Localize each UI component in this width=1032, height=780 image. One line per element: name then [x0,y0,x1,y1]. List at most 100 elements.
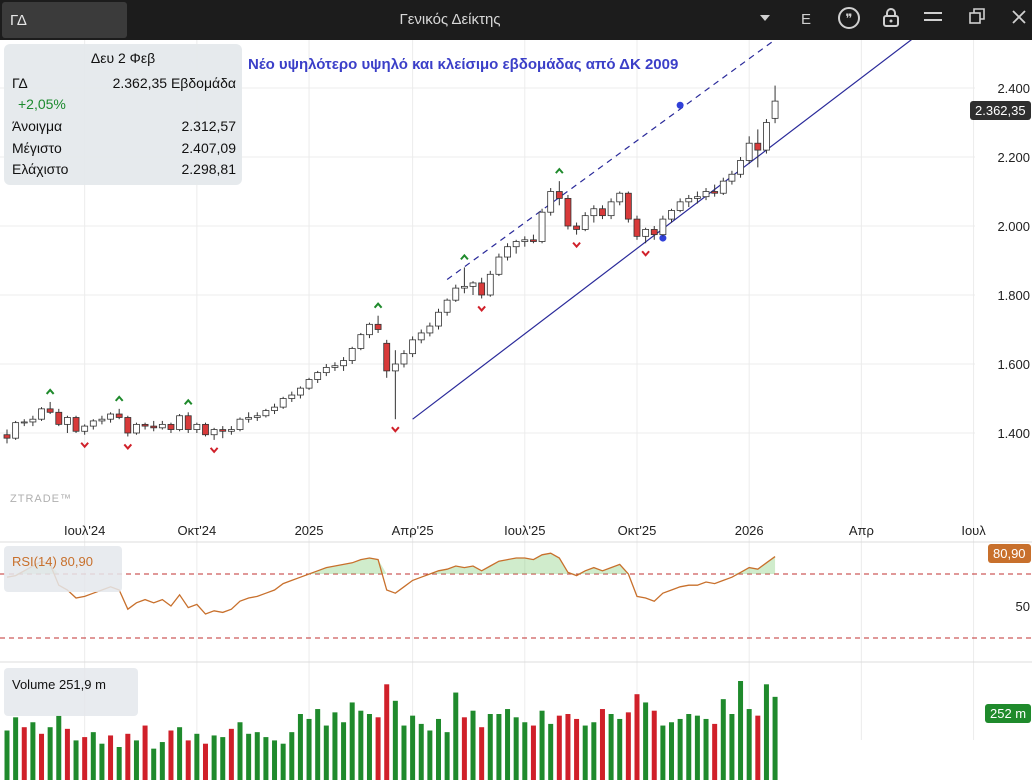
candle-body [400,353,408,365]
volume-bar [246,733,252,780]
volume-bar [712,723,718,780]
axis-labels: 1.400 1.600 1.800 2.000 2.200 2.400 Ιουλ'24 Οκτ… [64,81,1030,538]
rsi-tick-label: 50 [1016,599,1030,614]
volume-bar [90,732,96,780]
volume-bar [617,718,623,780]
volume-bar [746,709,752,780]
candle-body [357,334,365,349]
candle-body [443,299,451,313]
info-change: +2,05% [18,96,66,112]
info-open-label: Άνοιγμα [12,118,63,134]
info-low-label: Ελάχιστο [12,161,69,177]
svg-text:❞: ❞ [846,12,853,27]
candle-body [383,342,391,372]
candle-body [486,273,494,296]
volume-bar [772,696,778,780]
fractal-down-marker [391,426,400,433]
trend-lines [412,40,912,420]
lock-icon[interactable] [876,6,906,34]
symbol-input[interactable]: ΓΔ [2,2,127,38]
index-title: Γενικός Δείκτης [399,11,501,28]
volume-bar [125,733,131,780]
candle-body [504,246,511,258]
volume-bar [202,743,208,780]
volume-bar [358,710,364,780]
volume-bar [410,715,416,780]
volume-bar [720,699,726,780]
candle-body [141,423,149,427]
rsi-legend: RSI(14) 80,90 [4,546,122,592]
info-low-row: Ελάχιστο 2.298,81 [12,161,236,179]
candle-body [478,282,486,296]
last-price-tag: 2.362,35 [970,101,1031,120]
info-close-period: 2.362,35 Εβδομάδα [113,75,236,91]
volume-bar [263,737,269,780]
candle-body [297,387,304,396]
volume-bar [56,715,62,780]
volume-bar [686,714,692,780]
fractal-up-marker [460,253,469,261]
menu-icon[interactable] [918,6,948,34]
volume-label: Volume 251,9 m [12,677,106,692]
volume-bar [755,715,761,780]
volume-bar [643,702,649,780]
volume-bar [565,714,571,780]
candle-body [150,425,158,429]
candle-body [763,122,770,151]
volume-bar [599,709,605,780]
volume-value-tag: 252 m [985,704,1032,723]
candle-body [460,285,468,289]
x-tick-label: Απρ [849,523,874,538]
chevron-down-icon[interactable] [750,6,780,34]
info-date: Δευ 2 Φεβ [90,50,156,66]
x-tick-label: Οκτ'25 [618,523,657,538]
grid [0,40,1032,740]
candle-body [426,325,434,334]
info-high-label: Μέγιστο [12,140,62,156]
quote-icon[interactable]: ❞ [834,6,864,34]
chart-annotation: Νέο υψηλότερο υψηλό και κλείσιμο εβδομάδ… [248,56,679,73]
candle-body [184,415,192,430]
volume-bar [159,742,165,780]
volume-bar [211,735,217,780]
trend-point [659,234,667,242]
x-tick-label: 2026 [735,523,764,538]
candles [3,85,779,444]
volume-bar [651,710,657,780]
candle-body [227,429,235,432]
info-symbol: ΓΔ [12,75,28,91]
mode-button[interactable]: E [800,11,811,28]
volume-bar [625,712,631,780]
info-high-value: 2.407,09 [181,140,237,156]
candle-body [210,429,218,436]
window-restore-icon[interactable] [962,6,992,34]
candle-body [719,180,727,194]
volume-bar [39,733,45,780]
volume-bar [21,727,27,780]
candle-body [512,241,520,248]
fractal-up-marker [45,388,55,395]
rsi-label: RSI(14) 80,90 [12,554,93,569]
candle-body [624,192,632,220]
volume-bar [444,732,450,780]
volume-bar [315,709,321,780]
volume-bar [496,714,502,780]
candle-body [64,417,71,425]
candle-body [374,323,382,330]
candle-body [668,210,675,220]
volume-bar [47,727,53,780]
volume-bar [297,714,303,780]
fractal-down-marker [80,442,89,449]
volume-bar [401,725,407,780]
candle-body [38,408,45,420]
volume-bar [669,722,675,780]
volume-panel [4,681,778,780]
volume-bar [82,737,88,780]
fractal-markers [45,167,650,454]
support-trendline [412,40,912,420]
close-icon[interactable] [1004,6,1032,34]
candle-body [771,100,779,119]
y-tick-label: 1.600 [997,357,1030,372]
rsi-overbought-fill [7,553,776,574]
chart-area[interactable]: 1.400 1.600 1.800 2.000 2.200 2.400 Ιουλ'24 Οκτ… [0,40,1032,780]
